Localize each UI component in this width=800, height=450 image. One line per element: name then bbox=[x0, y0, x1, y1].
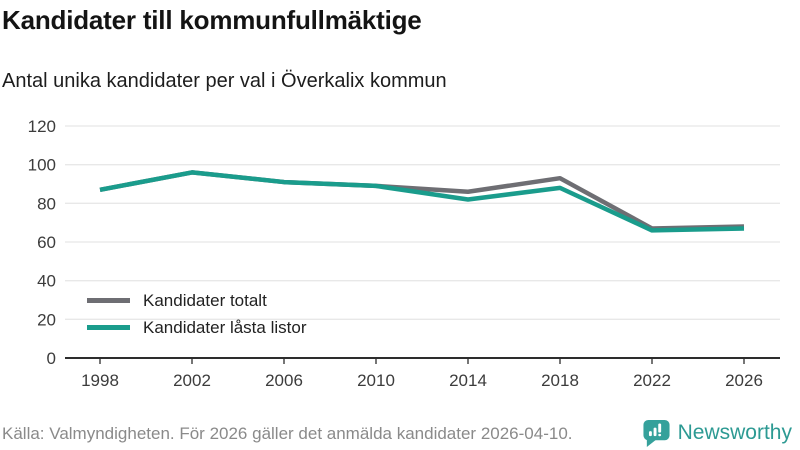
newsworthy-logo: Newsworthy bbox=[642, 418, 792, 448]
y-tick-label-20: 20 bbox=[37, 310, 56, 329]
page-title: Kandidater till kommunfullmäktige bbox=[2, 5, 422, 35]
y-tick-label-100: 100 bbox=[28, 156, 56, 175]
newsworthy-speech-bubble-icon bbox=[643, 419, 670, 448]
legend-label-lasta-listor: Kandidater låsta listor bbox=[143, 317, 307, 337]
y-tick-label-0: 0 bbox=[47, 349, 56, 368]
x-tick-label-2026: 2026 bbox=[725, 371, 763, 390]
x-tick-label-2022: 2022 bbox=[633, 371, 671, 390]
legend-item-totalt: Kandidater totalt bbox=[87, 290, 306, 311]
chart-legend: Kandidater totalt Kandidater låsta listo… bbox=[87, 290, 306, 338]
exclamation-dot-icon bbox=[657, 433, 661, 437]
y-tick-label-60: 60 bbox=[37, 233, 56, 252]
x-tick-label-2014: 2014 bbox=[449, 371, 487, 390]
x-tick-label-2002: 2002 bbox=[173, 371, 211, 390]
series-line-0 bbox=[99, 170, 745, 231]
y-tick-label-120: 120 bbox=[28, 117, 56, 136]
bar-small-icon bbox=[648, 431, 652, 437]
source-note: Källa: Valmyndigheten. För 2026 gäller d… bbox=[2, 424, 573, 443]
legend-swatch-lasta-listor bbox=[87, 325, 130, 330]
x-tick-label-2006: 2006 bbox=[265, 371, 303, 390]
chart-subtitle: Antal unika kandidater per val i Överkal… bbox=[2, 70, 447, 92]
exclamation-bar-icon bbox=[657, 423, 661, 433]
y-tick-label-40: 40 bbox=[37, 272, 56, 291]
bar-medium-icon bbox=[653, 427, 657, 437]
legend-label-totalt: Kandidater totalt bbox=[143, 290, 267, 310]
legend-item-lasta-listor: Kandidater låsta listor bbox=[87, 317, 306, 338]
legend-swatch-totalt bbox=[87, 298, 130, 303]
x-tick-label-2018: 2018 bbox=[541, 371, 579, 390]
x-tick-label-2010: 2010 bbox=[357, 371, 395, 390]
x-tick-label-1998: 1998 bbox=[81, 371, 119, 390]
series-line-1 bbox=[99, 170, 745, 233]
y-tick-label-80: 80 bbox=[37, 194, 56, 213]
newsworthy-wordmark: Newsworthy bbox=[677, 421, 792, 444]
